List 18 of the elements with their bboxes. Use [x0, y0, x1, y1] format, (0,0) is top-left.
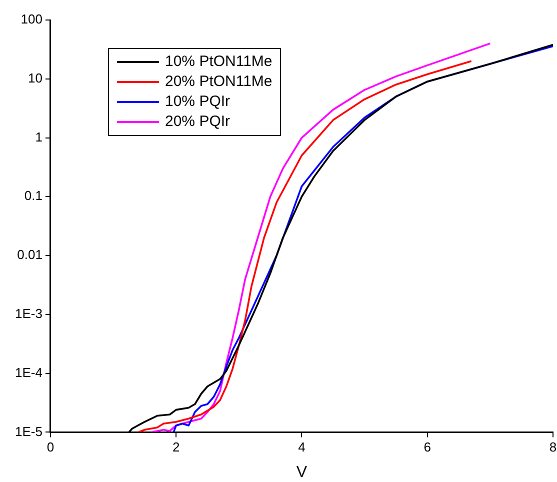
x-tick-label: 0 [46, 440, 54, 455]
y-tick-label: 0.01 [17, 247, 42, 262]
x-tick-label: 4 [298, 440, 306, 455]
y-tick-label: 1E-5 [14, 424, 42, 439]
y-tick-label: 10 [28, 70, 42, 86]
legend-label: 10% PQIr [165, 92, 230, 112]
y-tick-label: 1E-3 [14, 306, 42, 322]
y-tick-label: 0.1 [24, 188, 42, 204]
legend-label: 20% PtON11Me [165, 72, 272, 92]
x-tick-label: 6 [424, 440, 431, 455]
legend-label: 10% PtON11Me [165, 52, 272, 72]
legend-label: 20% PQIr [165, 112, 230, 132]
x-tick-label: 2 [172, 440, 180, 455]
y-tick-label: 1 [35, 129, 42, 144]
y-tick-label: 1E-4 [14, 364, 42, 380]
x-axis-title: V [296, 464, 308, 481]
x-tick-label: 8 [549, 440, 557, 455]
y-tick-label: 100 [20, 12, 42, 27]
